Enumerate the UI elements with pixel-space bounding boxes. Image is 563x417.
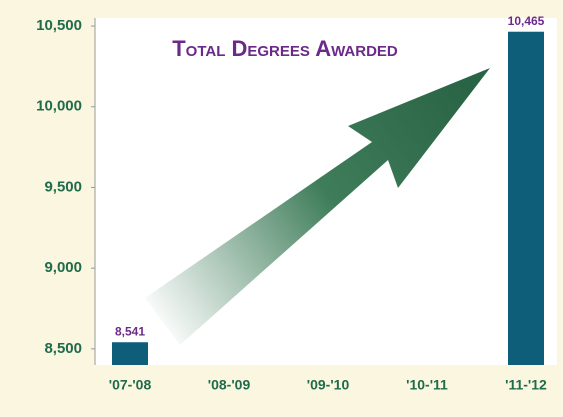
- arrow: [145, 68, 490, 345]
- x-tick-label: '08-'09: [208, 377, 251, 393]
- x-tick-label: '11-'12: [505, 377, 547, 393]
- x-tick-label: '10-'11: [406, 377, 448, 393]
- x-tick-label: '09-'10: [307, 377, 350, 393]
- y-tick-label: 10,000: [36, 98, 82, 115]
- x-tick-label: '07-'08: [109, 377, 152, 393]
- y-tick-label: 9,000: [44, 259, 82, 276]
- y-tick-label: 10,500: [36, 17, 82, 34]
- bar: [112, 342, 148, 365]
- value-label: 10,465: [508, 14, 545, 28]
- y-tick-label: 8,500: [44, 340, 82, 357]
- chart-title: Total Degrees Awarded: [172, 36, 398, 61]
- value-label: 8,541: [115, 324, 145, 338]
- bar: [508, 31, 544, 366]
- y-tick-label: 9,500: [44, 178, 82, 195]
